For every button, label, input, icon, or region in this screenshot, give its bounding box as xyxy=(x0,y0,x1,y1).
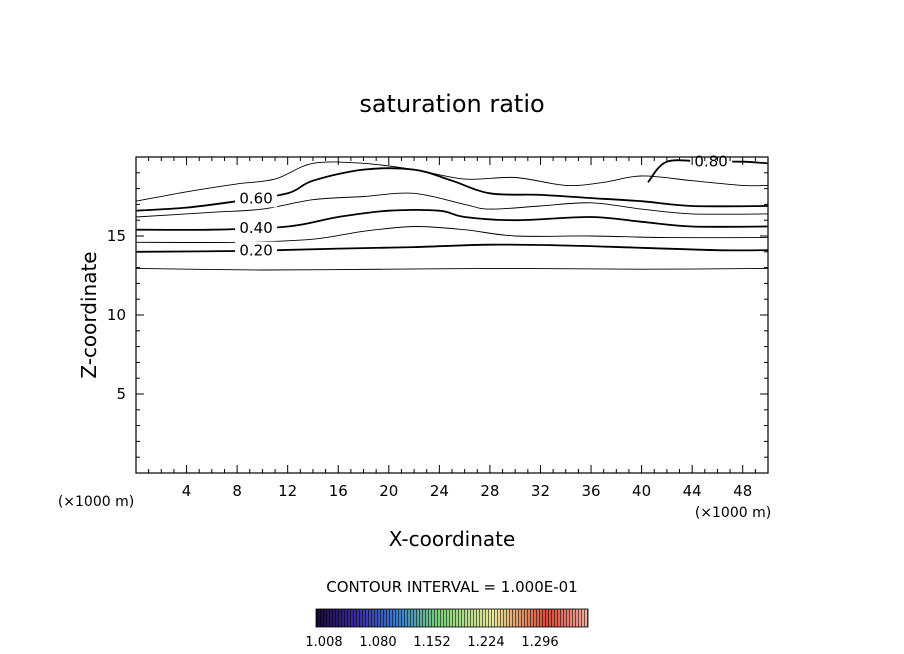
colorbar-label: 1.296 xyxy=(521,635,558,650)
x-tick-label: 24 xyxy=(430,482,449,500)
colorbar xyxy=(315,608,589,628)
x-tick-label: 28 xyxy=(480,482,499,500)
contour-line-0.6 xyxy=(135,167,769,212)
y-axis-unit: (×1000 m) xyxy=(58,494,134,510)
contour-label: 0.80 xyxy=(694,153,727,171)
x-tick-label: 20 xyxy=(379,482,398,500)
x-tick-label: 4 xyxy=(182,482,192,500)
y-axis-label: Z-coordinate xyxy=(77,251,101,378)
x-axis-unit: (×1000 m) xyxy=(695,505,771,521)
x-tick-label: 40 xyxy=(632,482,651,500)
contour-lines xyxy=(135,159,769,271)
colorbar-label: 1.152 xyxy=(413,635,450,650)
colorbar-label: 1.008 xyxy=(305,635,342,650)
contour-line-0.5 xyxy=(135,192,769,218)
contour-label-bg xyxy=(235,218,278,237)
y-tick-label: 10 xyxy=(107,306,126,324)
x-axis-label: X-coordinate xyxy=(389,527,516,551)
y-tick-label: 15 xyxy=(107,227,126,245)
x-tick-label: 8 xyxy=(232,482,242,500)
contour-line-0.7 xyxy=(135,161,769,202)
x-tick-label: 48 xyxy=(733,482,752,500)
colorbar-label: 1.080 xyxy=(359,635,396,650)
contour-label-bg xyxy=(235,189,278,208)
chart-title: saturation ratio xyxy=(359,90,544,118)
colorbar-tick-labels: 1.008 1.080 1.152 1.224 1.296 xyxy=(305,635,558,650)
x-tick-label: 16 xyxy=(329,482,348,500)
x-tick-label: 32 xyxy=(531,482,550,500)
contour-label: 0.60 xyxy=(239,189,272,207)
x-tick-label: 44 xyxy=(683,482,702,500)
y-tick-label: 5 xyxy=(116,385,126,403)
x-tick-label: 36 xyxy=(581,482,600,500)
contour-label: 0.40 xyxy=(239,219,272,237)
contour-label-bg xyxy=(235,241,278,260)
contour-label: 0.20 xyxy=(239,242,272,260)
contour-interval-text: CONTOUR INTERVAL = 1.000E-01 xyxy=(326,578,577,596)
x-tick-label: 12 xyxy=(278,482,297,500)
contour-line-0.1 xyxy=(135,267,769,271)
colorbar-label: 1.224 xyxy=(467,635,504,650)
contour-line-0.2 xyxy=(135,243,769,253)
